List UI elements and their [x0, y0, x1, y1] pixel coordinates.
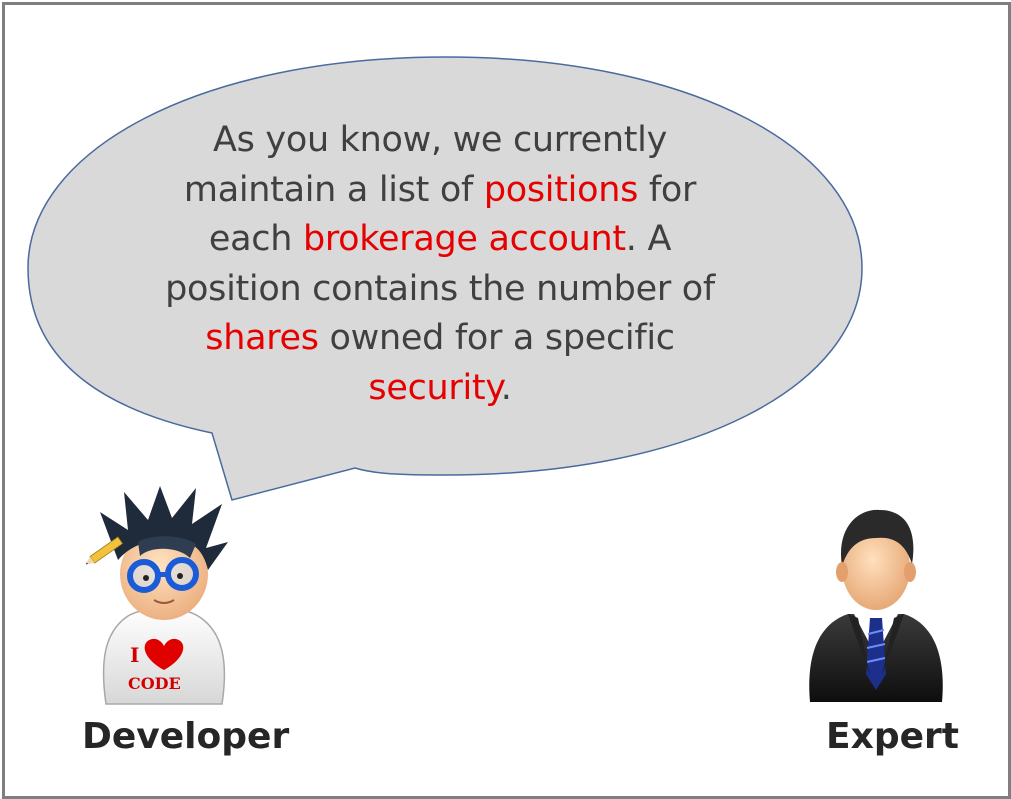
term-brokerage-account: brokerage account — [302, 219, 626, 260]
shirt-code-text: CODE — [128, 674, 181, 693]
speech-bubble — [27, 56, 863, 501]
speech-line-3: each brokerage account. A — [208, 219, 672, 260]
term-security: security — [368, 367, 501, 408]
expert-avatar-icon — [809, 509, 943, 702]
speech-line-1: As you know, we currently — [213, 120, 667, 160]
expert-label: Expert — [826, 716, 959, 757]
speech-line-4: position contains the number of — [165, 268, 715, 309]
heart-icon — [144, 638, 184, 670]
speech-line-2: maintain a list of positions for — [183, 169, 697, 210]
developer-label: Developer — [82, 716, 290, 757]
term-positions: positions — [483, 169, 639, 210]
speech-line-6: security. — [368, 367, 512, 408]
speech-text: As you know, we currently maintain a lis… — [150, 116, 730, 414]
developer-avatar-icon: I CODE — [85, 486, 228, 705]
term-shares: shares — [205, 318, 319, 359]
shirt-i-text: I — [130, 643, 139, 667]
speech-line-5: shares owned for a specific — [205, 318, 675, 359]
